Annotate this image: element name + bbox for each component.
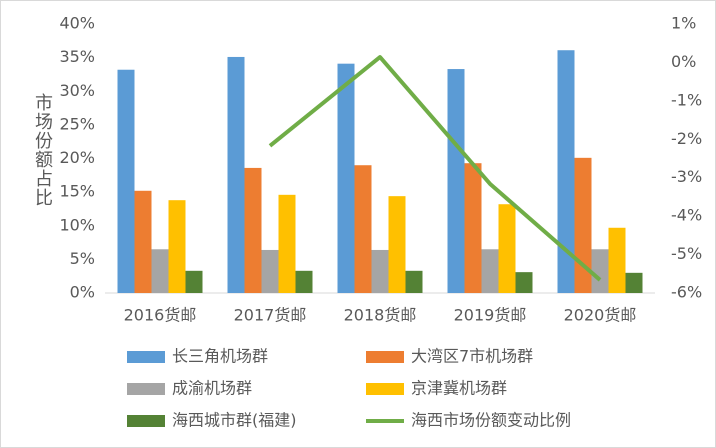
bar — [625, 272, 643, 293]
x-tick-label: 2016货邮 — [124, 306, 197, 325]
legend-label: 海西市场份额变动比例 — [411, 411, 571, 430]
bar — [134, 190, 152, 293]
bar — [557, 50, 575, 293]
legend-label: 大湾区7市机场群 — [411, 347, 533, 366]
bar — [227, 56, 245, 293]
y-tick-label: 20% — [59, 148, 95, 167]
bar — [481, 249, 499, 293]
y-tick-label: 30% — [59, 81, 95, 100]
legend-swatch — [127, 351, 165, 363]
bar — [278, 194, 296, 293]
y2-tick-label: -1% — [671, 90, 702, 109]
bar — [371, 249, 389, 293]
bar — [244, 167, 262, 293]
bar — [151, 249, 169, 293]
bar — [405, 270, 423, 293]
bar — [185, 270, 203, 293]
y-tick-label: 40% — [59, 14, 95, 33]
y-tick-label: 0% — [70, 283, 95, 302]
legend-swatch — [127, 383, 165, 395]
line-series — [268, 55, 602, 282]
legend-swatch — [366, 383, 404, 395]
y2-tick-label: 0% — [671, 52, 696, 71]
y-tick-label: 25% — [59, 114, 95, 133]
bar — [168, 200, 186, 293]
x-tick-label: 2018货邮 — [344, 306, 417, 325]
bar — [447, 69, 465, 294]
bar — [608, 227, 626, 293]
bar — [354, 165, 372, 293]
bar — [464, 163, 482, 293]
x-tick-label: 2020货邮 — [564, 306, 637, 325]
y-tick-label: 10% — [59, 215, 95, 234]
legend-label: 长三角机场群 — [172, 347, 268, 366]
y2-tick-label: -2% — [671, 129, 702, 148]
y-axis-label: 市场份额占比 — [32, 93, 53, 207]
bar — [591, 249, 609, 293]
legend-label: 成渝机场群 — [172, 379, 252, 398]
bar — [117, 69, 135, 293]
y-tick-label: 15% — [59, 182, 95, 201]
y2-tick-label: -4% — [671, 206, 702, 225]
y2-tick-label: -5% — [671, 244, 702, 263]
bar — [337, 63, 355, 293]
x-tick-label: 2017货邮 — [234, 306, 307, 325]
x-tick-label: 2019货邮 — [454, 306, 527, 325]
y-tick-label: 35% — [59, 47, 95, 66]
legend-swatch — [366, 351, 404, 363]
y-tick-label: 5% — [70, 249, 95, 268]
bar — [388, 196, 406, 293]
bar — [295, 270, 313, 293]
bar — [261, 249, 279, 293]
legend-label: 京津冀机场群 — [411, 379, 507, 398]
bar — [515, 272, 533, 293]
y2-tick-label: -3% — [671, 167, 702, 186]
legend-swatch — [127, 415, 165, 427]
bar — [498, 204, 516, 293]
y2-tick-label: -6% — [671, 283, 702, 302]
legend-label: 海西城市群(福建) — [172, 411, 297, 430]
y2-tick-label: 1% — [671, 14, 696, 33]
